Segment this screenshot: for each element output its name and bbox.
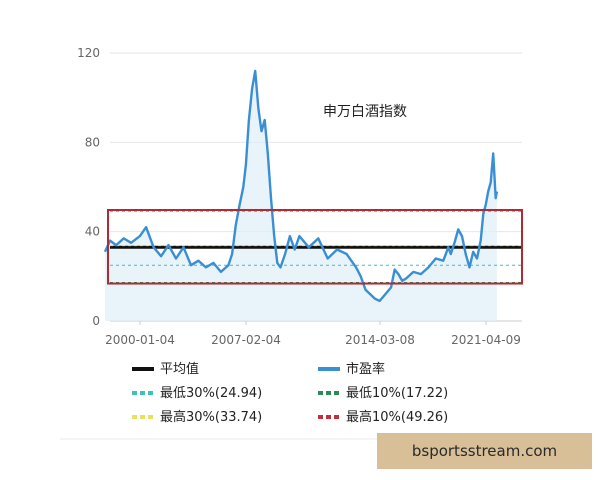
legend-item: 最高10%(49.26) (318, 409, 448, 425)
y-tick-label: 40 (85, 225, 100, 239)
legend-item: 最高30%(33.74) (132, 409, 262, 425)
legend-label: 最高10%(49.26) (346, 409, 448, 425)
series-area-pe-ratio (105, 70, 497, 322)
legend-label: 最低10%(17.22) (346, 386, 448, 401)
series-line-pe-ratio (103, 69, 499, 303)
watermark-label: bsportsstream.com (377, 433, 592, 469)
legend-label: 市盈率 (346, 361, 385, 377)
chart-title: 申万白酒指数 (323, 104, 407, 120)
legend-label: 最高30%(33.74) (160, 409, 262, 425)
legend-item: 平均值 (132, 361, 199, 377)
y-tick-label: 120 (77, 46, 100, 60)
series-line-layer (103, 69, 499, 303)
x-tick-label: 2021-04-09 (451, 333, 521, 347)
legend-label: 最低30%(24.94) (160, 386, 262, 401)
x-axis: 2000-01-04 2007-02-04 2014-03-08 2021-04-09 (105, 321, 521, 347)
x-tick-label: 2014-03-08 (345, 333, 415, 347)
bottom-divider (60, 438, 377, 440)
highlight-box (107, 208, 523, 285)
legend-item: 最低30%(24.94) (132, 386, 262, 401)
series-area-layer (105, 70, 497, 322)
legend-label: 平均值 (160, 361, 199, 377)
y-axis: 0 40 80 120 (77, 46, 100, 328)
y-tick-label: 0 (92, 314, 100, 328)
x-tick-label: 2007-02-04 (211, 333, 281, 347)
y-tick-label: 80 (85, 135, 100, 149)
x-tick-label: 2000-01-04 (105, 333, 175, 347)
legend-item: 市盈率 (318, 361, 385, 377)
highlight-box-layer (107, 208, 523, 285)
legend-item: 最低10%(17.22) (318, 386, 448, 401)
